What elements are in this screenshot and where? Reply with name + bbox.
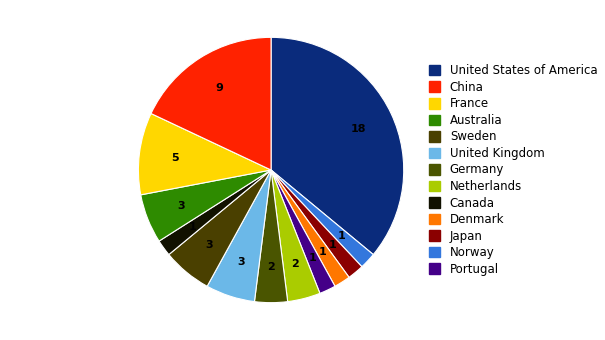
- Wedge shape: [151, 37, 271, 170]
- Wedge shape: [159, 170, 271, 255]
- Wedge shape: [141, 170, 271, 241]
- Text: 2: 2: [267, 262, 275, 272]
- Wedge shape: [271, 170, 320, 302]
- Wedge shape: [271, 170, 362, 277]
- Wedge shape: [271, 170, 349, 286]
- Text: 1: 1: [189, 222, 197, 232]
- Wedge shape: [207, 170, 271, 302]
- Text: 3: 3: [237, 257, 245, 267]
- Wedge shape: [271, 170, 335, 293]
- Wedge shape: [139, 114, 271, 195]
- Legend: United States of America, China, France, Australia, Sweden, United Kingdom, Germ: United States of America, China, France,…: [426, 62, 600, 278]
- Wedge shape: [271, 37, 404, 255]
- Wedge shape: [255, 170, 288, 303]
- Wedge shape: [271, 170, 373, 267]
- Text: 1: 1: [329, 240, 336, 250]
- Wedge shape: [169, 170, 271, 286]
- Text: 1: 1: [319, 247, 327, 257]
- Text: 3: 3: [177, 201, 185, 211]
- Text: 5: 5: [171, 153, 179, 163]
- Text: 1: 1: [338, 231, 345, 241]
- Text: 18: 18: [351, 124, 367, 134]
- Text: 3: 3: [206, 240, 213, 250]
- Text: 9: 9: [215, 83, 223, 93]
- Text: 1: 1: [309, 253, 316, 262]
- Text: 2: 2: [291, 259, 299, 269]
